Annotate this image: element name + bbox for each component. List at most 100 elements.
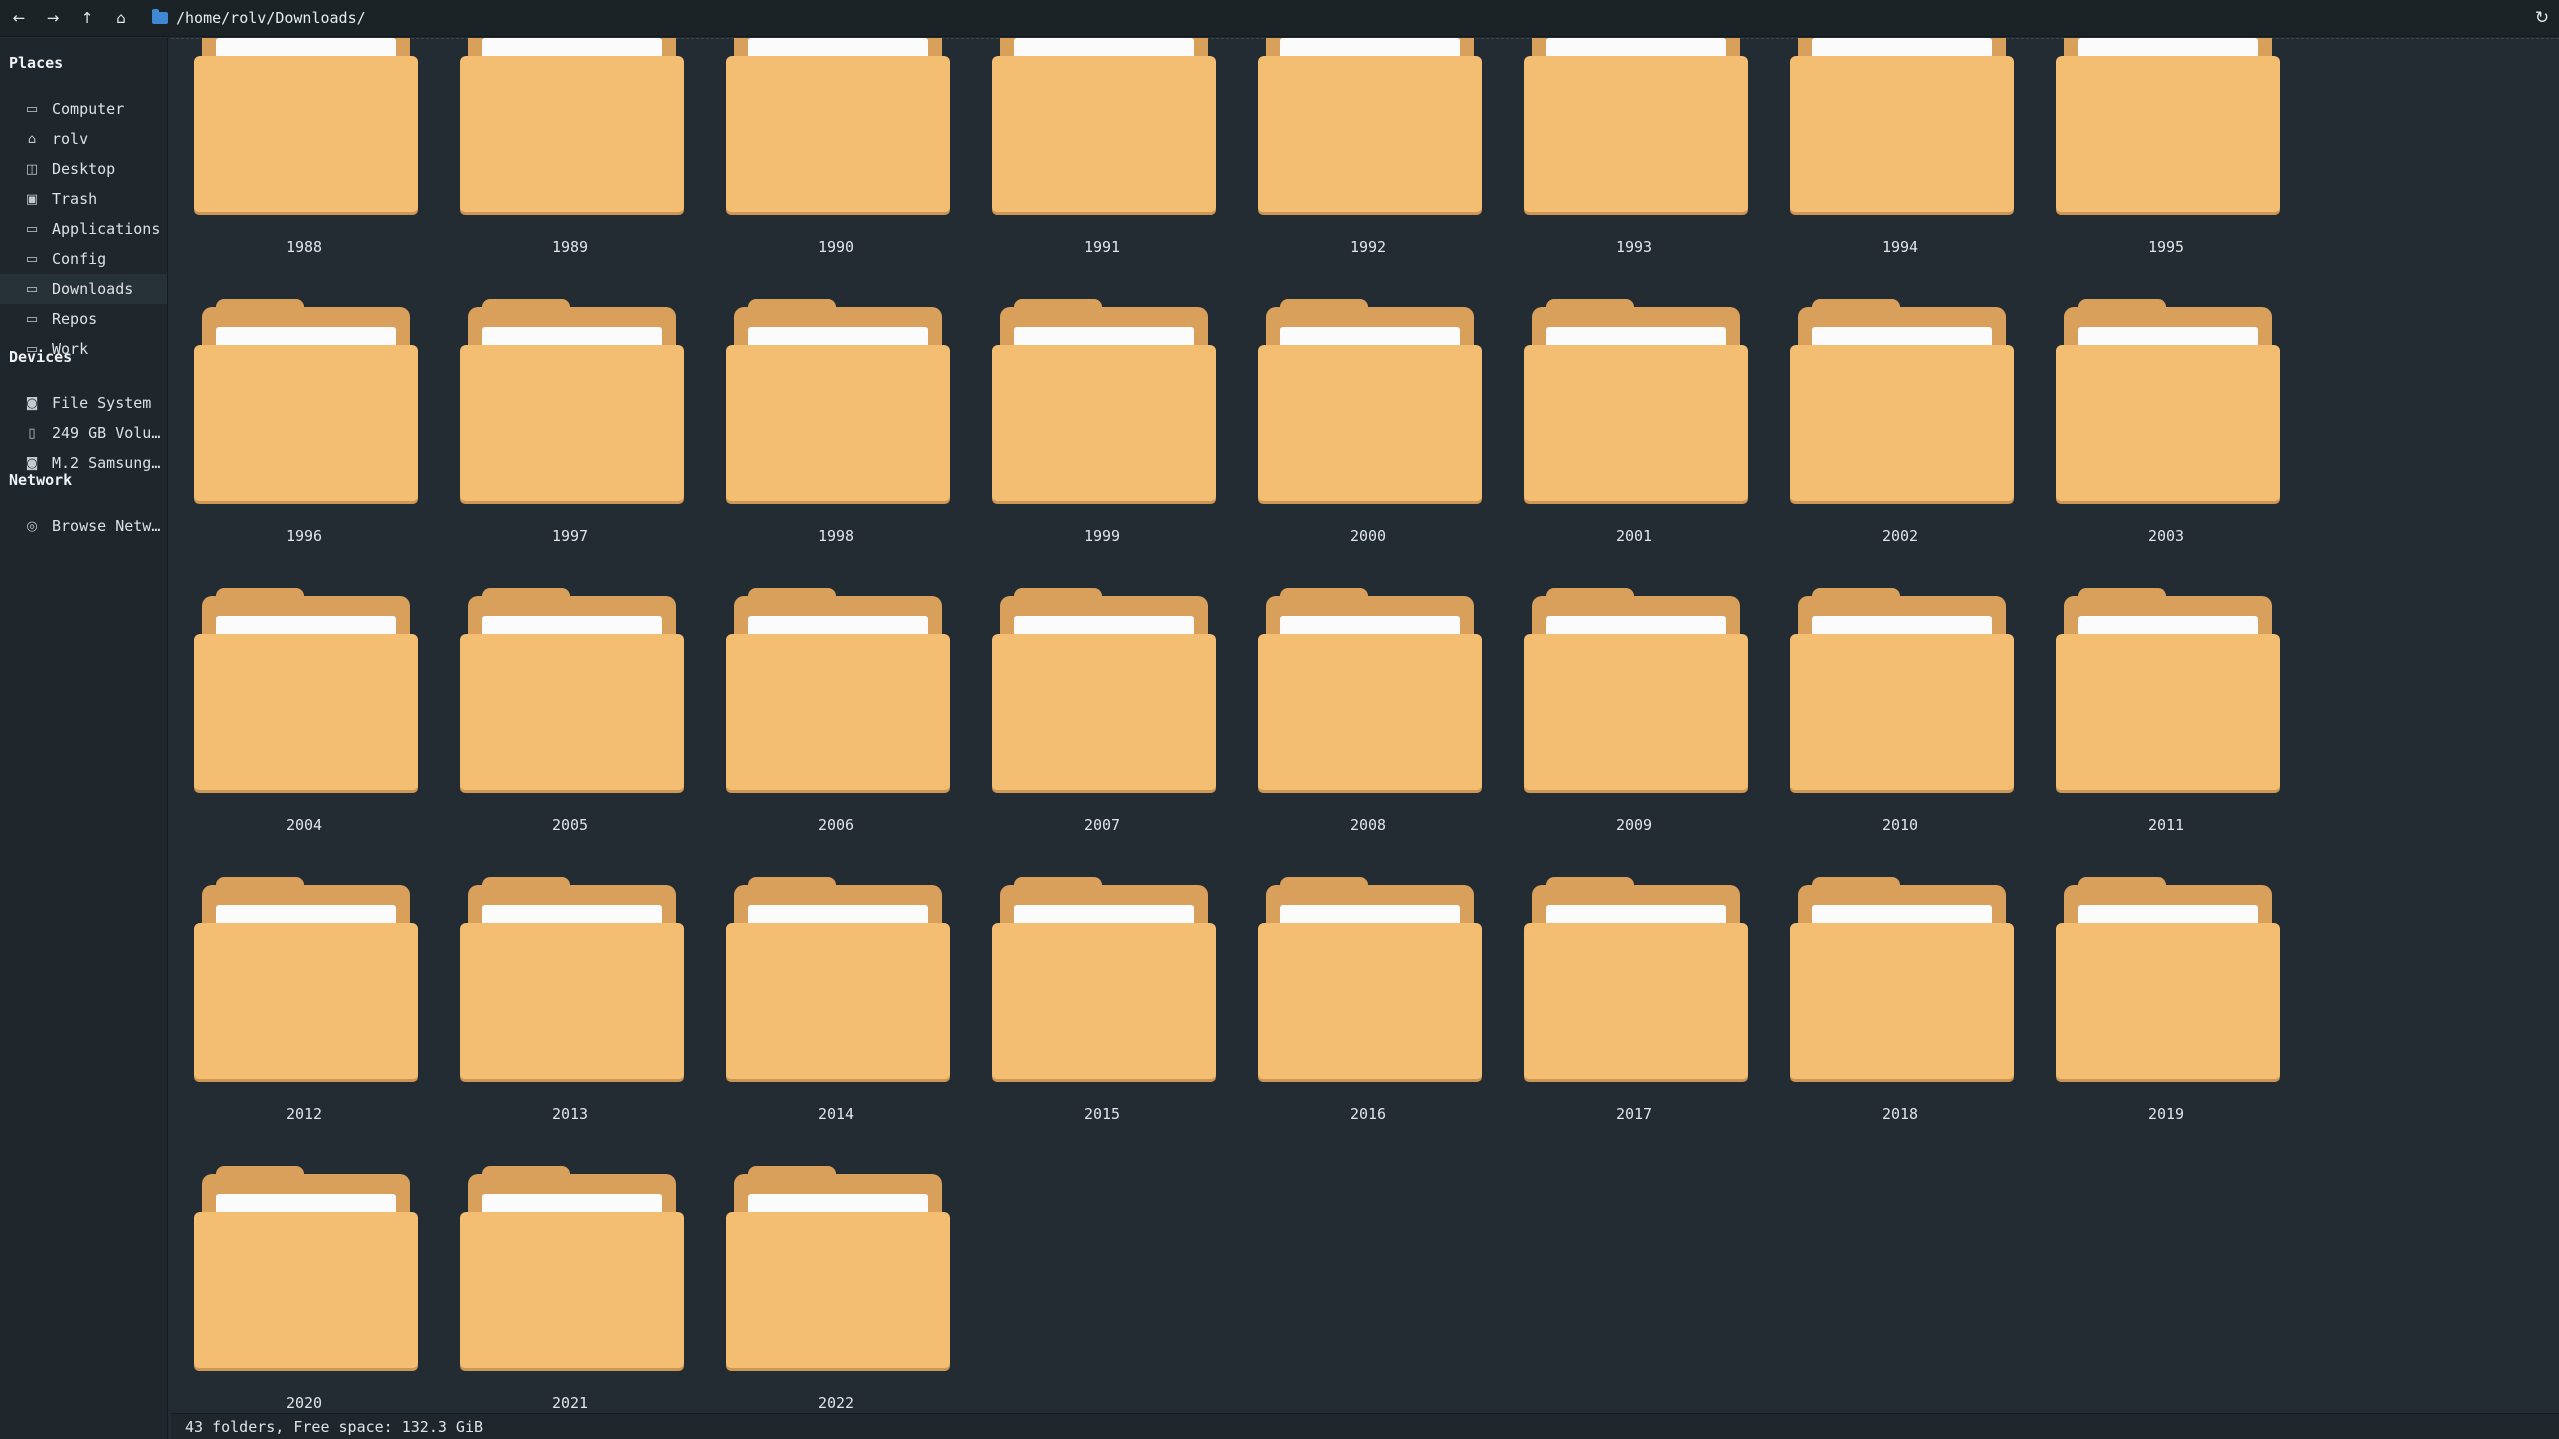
folder-item[interactable]: 2014 bbox=[703, 877, 969, 1174]
folder-item[interactable]: 1988 bbox=[171, 38, 437, 307]
folder-name: 2002 bbox=[1881, 527, 1919, 545]
folder-item[interactable]: 2005 bbox=[437, 588, 703, 885]
folder-item[interactable]: 2017 bbox=[1501, 877, 1767, 1174]
status-text: 43 folders, Free space: 132.3 GiB bbox=[185, 1417, 484, 1436]
folder-icon bbox=[1258, 38, 1482, 212]
folder-name: 1997 bbox=[551, 527, 589, 545]
folder-name: 2016 bbox=[1349, 1105, 1387, 1123]
folder-item[interactable]: 2012 bbox=[171, 877, 437, 1174]
folder-icon bbox=[460, 1166, 684, 1368]
folder-icon bbox=[460, 299, 684, 501]
folder-icon bbox=[726, 38, 950, 212]
sidebar-item-label: Applications bbox=[52, 220, 161, 238]
folder-icon: ▭ bbox=[25, 341, 39, 357]
folder-item[interactable]: 1997 bbox=[437, 299, 703, 596]
folder-item[interactable]: 2021 bbox=[437, 1166, 703, 1412]
sidebar-item-desktop[interactable]: ◫ Desktop bbox=[0, 154, 167, 184]
folder-name: 2015 bbox=[1083, 1105, 1121, 1123]
folder-item[interactable]: 2000 bbox=[1235, 299, 1501, 596]
sidebar-item-work[interactable]: ▭ Work bbox=[0, 334, 167, 364]
folder-grid: 1988 1989 1990 1991 1992 1993 1994 1995 1996 1997… bbox=[171, 38, 2559, 1412]
back-arrow-icon[interactable]: ← bbox=[12, 9, 26, 27]
sidebar-item-trash[interactable]: ▣ Trash bbox=[0, 184, 167, 214]
folder-icon bbox=[992, 877, 1216, 1079]
folder-item[interactable]: 2008 bbox=[1235, 588, 1501, 885]
folder-item[interactable]: 1991 bbox=[969, 38, 1235, 307]
file-grid-view[interactable]: 1988 1989 1990 1991 1992 1993 1994 1995 1996 1997… bbox=[171, 38, 2559, 1412]
folder-icon bbox=[460, 38, 684, 212]
sidebar-item-m-2-samsung[interactable]: ◙ M.2 Samsung… bbox=[0, 448, 167, 478]
folder-icon bbox=[1790, 299, 2014, 501]
folder-item[interactable]: 2019 bbox=[2033, 877, 2299, 1174]
sidebar-item-249-gb-volu[interactable]: ▯ 249 GB Volu… bbox=[0, 418, 167, 448]
folder-item[interactable]: 1993 bbox=[1501, 38, 1767, 307]
folder-item[interactable]: 2006 bbox=[703, 588, 969, 885]
folder-item[interactable]: 1992 bbox=[1235, 38, 1501, 307]
sidebar-item-file-system[interactable]: ◙ File System bbox=[0, 388, 167, 418]
folder-name: 1994 bbox=[1881, 238, 1919, 256]
folder-item[interactable]: 1994 bbox=[1767, 38, 2033, 307]
folder-item[interactable]: 1989 bbox=[437, 38, 703, 307]
folder-icon bbox=[992, 299, 1216, 501]
folder-icon: ▭ bbox=[25, 221, 39, 237]
folder-name: 2010 bbox=[1881, 816, 1919, 834]
folder-name: 2007 bbox=[1083, 816, 1121, 834]
up-arrow-icon[interactable]: ↑ bbox=[80, 9, 94, 27]
sidebar-item-label: Config bbox=[52, 250, 107, 268]
folder-item[interactable]: 1999 bbox=[969, 299, 1235, 596]
folder-item[interactable]: 2020 bbox=[171, 1166, 437, 1412]
folder-name: 1988 bbox=[285, 238, 323, 256]
folder-item[interactable]: 2011 bbox=[2033, 588, 2299, 885]
sidebar-item-applications[interactable]: ▭ Applications bbox=[0, 214, 167, 244]
folder-icon: ▭ bbox=[25, 281, 39, 297]
folder-item[interactable]: 2016 bbox=[1235, 877, 1501, 1174]
folder-item[interactable]: 2015 bbox=[969, 877, 1235, 1174]
folder-item[interactable]: 2003 bbox=[2033, 299, 2299, 596]
folder-item[interactable]: 1996 bbox=[171, 299, 437, 596]
folder-item[interactable]: 2001 bbox=[1501, 299, 1767, 596]
folder-item[interactable]: 2007 bbox=[969, 588, 1235, 885]
folder-item[interactable]: 2010 bbox=[1767, 588, 2033, 885]
folder-icon bbox=[2056, 299, 2280, 501]
folder-icon bbox=[726, 588, 950, 790]
sidebar-item-downloads[interactable]: ▭ Downloads bbox=[0, 274, 167, 304]
folder-item[interactable]: 2018 bbox=[1767, 877, 2033, 1174]
folder-name: 1998 bbox=[817, 527, 855, 545]
sidebar-item-rolv[interactable]: ⌂ rolv bbox=[0, 124, 167, 154]
computer-icon: ▭ bbox=[25, 101, 39, 117]
folder-item[interactable]: 1998 bbox=[703, 299, 969, 596]
folder-name: 2001 bbox=[1615, 527, 1653, 545]
folder-item[interactable]: 1990 bbox=[703, 38, 969, 307]
sidebar-item-label: Downloads bbox=[52, 280, 134, 298]
folder-name: 2009 bbox=[1615, 816, 1653, 834]
drive-icon: ◙ bbox=[25, 395, 39, 411]
sidebar-item-label: Trash bbox=[52, 190, 98, 208]
location-bar[interactable]: /home/rolv/Downloads/ bbox=[152, 0, 2525, 37]
folder-item[interactable]: 2002 bbox=[1767, 299, 2033, 596]
sidebar-item-label: Browse Netw… bbox=[52, 517, 161, 535]
folder-icon: ▭ bbox=[25, 251, 39, 267]
sidebar-item-label: M.2 Samsung… bbox=[52, 454, 161, 472]
folder-item[interactable]: 2022 bbox=[703, 1166, 969, 1412]
folder-icon bbox=[992, 588, 1216, 790]
folder-icon bbox=[1524, 588, 1748, 790]
sidebar-item-computer[interactable]: ▭ Computer bbox=[0, 94, 167, 124]
home-icon[interactable]: ⌂ bbox=[116, 9, 126, 27]
folder-icon bbox=[1524, 877, 1748, 1079]
sidebar-item-repos[interactable]: ▭ Repos bbox=[0, 304, 167, 334]
drive-icon: ▯ bbox=[28, 425, 36, 441]
sidebar-item-config[interactable]: ▭ Config bbox=[0, 244, 167, 274]
folder-name: 2017 bbox=[1615, 1105, 1653, 1123]
reload-icon[interactable]: ↻ bbox=[2534, 8, 2550, 28]
folder-item[interactable]: 2004 bbox=[171, 588, 437, 885]
folder-name: 1992 bbox=[1349, 238, 1387, 256]
forward-arrow-icon[interactable]: → bbox=[46, 9, 60, 27]
folder-icon bbox=[2056, 588, 2280, 790]
network-header: Network bbox=[9, 471, 73, 489]
folder-name: 2004 bbox=[285, 816, 323, 834]
folder-icon bbox=[194, 299, 418, 501]
sidebar-item-browse-netw[interactable]: ◎ Browse Netw… bbox=[0, 511, 167, 541]
folder-item[interactable]: 1995 bbox=[2033, 38, 2299, 307]
folder-item[interactable]: 2009 bbox=[1501, 588, 1767, 885]
folder-item[interactable]: 2013 bbox=[437, 877, 703, 1174]
